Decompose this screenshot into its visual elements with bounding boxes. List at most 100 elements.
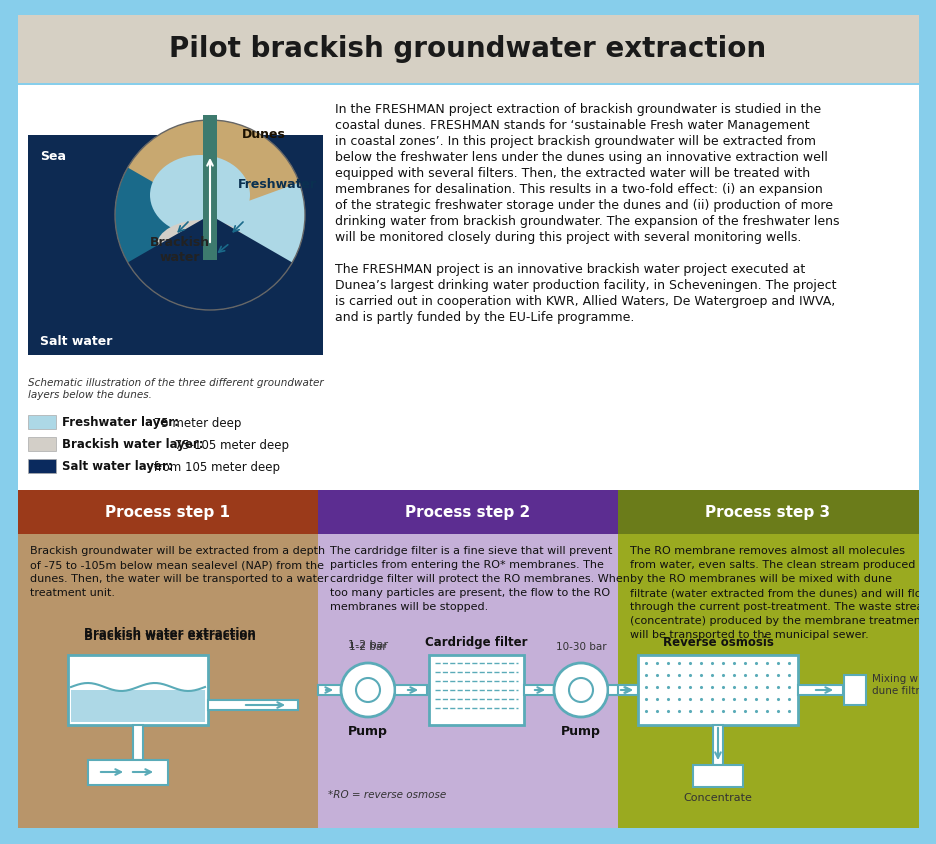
Bar: [317, 490, 618, 534]
Bar: [203, 115, 217, 260]
Bar: [618, 685, 637, 695]
Bar: [28, 415, 56, 429]
Text: and is partly funded by the EU-Life programme.: and is partly funded by the EU-Life prog…: [335, 311, 634, 324]
Wedge shape: [115, 167, 305, 310]
Bar: [18, 534, 317, 830]
Text: 75-105 meter deep: 75-105 meter deep: [171, 439, 289, 452]
Text: 10-30 bar: 10-30 bar: [555, 642, 606, 652]
Text: In the FRESHMAN project extraction of brackish groundwater is studied in the: In the FRESHMAN project extraction of br…: [335, 103, 820, 116]
Bar: [18, 490, 317, 534]
Bar: [0, 828, 936, 844]
Text: in coastal zones’. In this project brackish groundwater will be extracted from: in coastal zones’. In this project brack…: [335, 135, 815, 148]
Bar: [317, 534, 618, 830]
Text: Salt water: Salt water: [40, 335, 112, 348]
Text: Mixing with
dune filtrate: Mixing with dune filtrate: [871, 674, 936, 695]
Circle shape: [341, 663, 395, 717]
Text: Dunea’s largest drinking water production facility, in Scheveningen. The project: Dunea’s largest drinking water productio…: [335, 279, 836, 292]
Text: from 105 meter deep: from 105 meter deep: [151, 461, 280, 473]
Bar: [0, 0, 936, 15]
Text: filtrate (water extracted from the dunes) and will flow: filtrate (water extracted from the dunes…: [629, 588, 929, 598]
Wedge shape: [127, 215, 292, 310]
Text: The RO membrane removes almost all molecules: The RO membrane removes almost all molec…: [629, 546, 904, 556]
Text: The cardridge filter is a fine sieve that will prevent: The cardridge filter is a fine sieve tha…: [329, 546, 612, 556]
Bar: [28, 437, 56, 451]
Text: Brackish water layer:: Brackish water layer:: [62, 438, 203, 451]
Bar: [208, 700, 298, 710]
Text: Freshwater layer:: Freshwater layer:: [62, 416, 179, 429]
Bar: [618, 490, 918, 534]
Text: of the strategic freshwater storage under the dunes and (ii) production of more: of the strategic freshwater storage unde…: [335, 199, 832, 212]
Text: treatment unit.: treatment unit.: [30, 588, 115, 598]
Text: through the current post-treatment. The waste stream: through the current post-treatment. The …: [629, 602, 933, 612]
Bar: [0, 0, 18, 844]
Wedge shape: [121, 215, 299, 310]
Text: will be monitored closely during this project with several monitoring wells.: will be monitored closely during this pr…: [335, 231, 800, 244]
Text: 75 meter deep: 75 meter deep: [151, 416, 241, 430]
Text: *RO = reverse osmose: *RO = reverse osmose: [328, 790, 446, 800]
Bar: [918, 0, 936, 844]
Text: Concentrate: Concentrate: [683, 793, 752, 803]
Text: particles from entering the RO* membranes. The: particles from entering the RO* membrane…: [329, 560, 603, 570]
Wedge shape: [115, 120, 304, 215]
Wedge shape: [210, 167, 305, 215]
Bar: [607, 685, 642, 695]
Text: Pilot brackish groundwater extraction: Pilot brackish groundwater extraction: [169, 35, 766, 63]
Bar: [843, 675, 865, 705]
Bar: [28, 459, 56, 473]
Ellipse shape: [157, 220, 247, 270]
Bar: [637, 655, 797, 725]
Circle shape: [553, 663, 607, 717]
Text: 1-2 bar: 1-2 bar: [349, 642, 387, 652]
Text: Salt water layer:: Salt water layer:: [62, 460, 172, 473]
Bar: [28, 135, 323, 355]
Text: Sea: Sea: [40, 150, 66, 163]
Text: drinking water from brackish groundwater. The expansion of the freshwater lens: drinking water from brackish groundwater…: [335, 215, 839, 228]
Text: Process step 3: Process step 3: [705, 505, 829, 520]
Text: membranes for desalination. This results in a two-fold effect: (i) an expansion: membranes for desalination. This results…: [335, 183, 822, 196]
Text: Dunes: Dunes: [241, 128, 285, 142]
Text: Brackish groundwater will be extracted from a depth: Brackish groundwater will be extracted f…: [30, 546, 325, 556]
Text: Reverse osmosis: Reverse osmosis: [662, 636, 772, 649]
Text: dunes. Then, the water will be transported to a water: dunes. Then, the water will be transport…: [30, 574, 329, 584]
Text: Schematic illustration of the three different groundwater
layers below the dunes: Schematic illustration of the three diff…: [28, 378, 323, 399]
Text: coastal dunes. FRESHMAN stands for ‘sustainable Fresh water Management: coastal dunes. FRESHMAN stands for ‘sust…: [335, 119, 809, 132]
Bar: [712, 725, 723, 765]
Bar: [88, 760, 168, 785]
Text: (concentrate) produced by the membrane treatment: (concentrate) produced by the membrane t…: [629, 616, 924, 626]
Text: Freshwater: Freshwater: [238, 178, 316, 192]
Text: Brackish water extraction: Brackish water extraction: [84, 630, 256, 643]
Wedge shape: [116, 120, 299, 215]
Bar: [618, 534, 918, 830]
Bar: [395, 685, 427, 695]
Text: Process step 2: Process step 2: [405, 505, 530, 520]
Text: of -75 to -105m below mean sealevel (NAP) from the: of -75 to -105m below mean sealevel (NAP…: [30, 560, 324, 570]
Bar: [133, 725, 143, 760]
Ellipse shape: [150, 155, 250, 235]
Text: cardridge filter will protect the RO membranes. When: cardridge filter will protect the RO mem…: [329, 574, 629, 584]
Circle shape: [115, 120, 305, 310]
Text: 1-2 bar: 1-2 bar: [347, 640, 388, 650]
Text: Brackish water extraction: Brackish water extraction: [84, 627, 256, 640]
Text: below the freshwater lens under the dunes using an innovative extraction well: below the freshwater lens under the dune…: [335, 151, 827, 164]
Text: too many particles are present, the flow to the RO: too many particles are present, the flow…: [329, 588, 609, 598]
Text: Pump: Pump: [347, 725, 388, 738]
Text: Cardridge filter: Cardridge filter: [424, 636, 527, 649]
Text: is carried out in cooperation with KWR, Allied Waters, De Watergroep and IWVA,: is carried out in cooperation with KWR, …: [335, 295, 834, 308]
Bar: [68, 655, 208, 725]
Bar: [429, 655, 523, 725]
Text: equipped with several filters. Then, the extracted water will be treated with: equipped with several filters. Then, the…: [335, 167, 810, 180]
Bar: [523, 685, 553, 695]
Text: membranes will be stopped.: membranes will be stopped.: [329, 602, 488, 612]
Bar: [797, 685, 842, 695]
Bar: [18, 15, 918, 83]
Bar: [18, 85, 918, 490]
Bar: [317, 685, 342, 695]
Text: Process step 1: Process step 1: [106, 505, 230, 520]
Text: from water, even salts. The clean stream produced: from water, even salts. The clean stream…: [629, 560, 914, 570]
Text: The FRESHMAN project is an innovative brackish water project executed at: The FRESHMAN project is an innovative br…: [335, 263, 804, 276]
Text: will be transported to the municipal sewer.: will be transported to the municipal sew…: [629, 630, 868, 640]
Bar: [71, 690, 205, 722]
Wedge shape: [115, 167, 210, 269]
Text: Pump: Pump: [561, 725, 600, 738]
Text: Brackish
water: Brackish water: [150, 236, 210, 264]
